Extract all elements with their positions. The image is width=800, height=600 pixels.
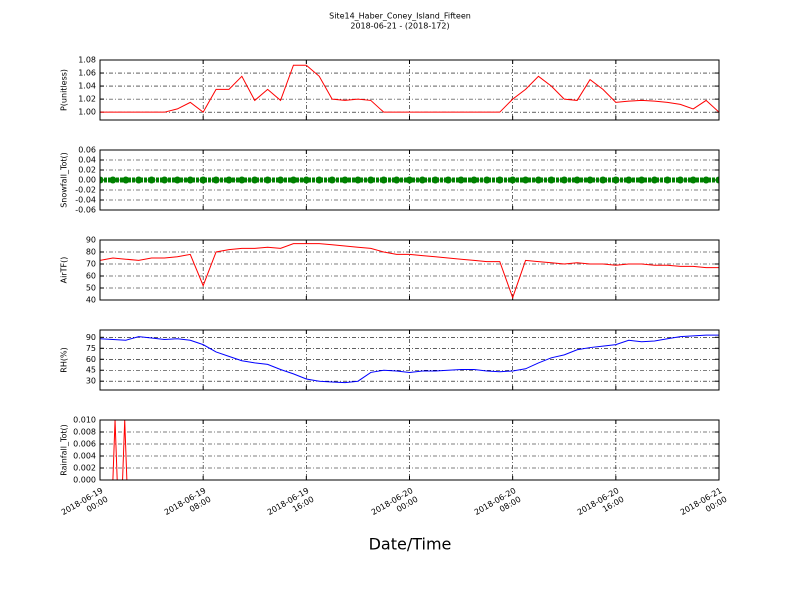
axes-frame xyxy=(99,59,720,121)
y-tick-label: 0.002 xyxy=(73,464,96,473)
x-axis-label: Date/Time xyxy=(369,535,452,554)
y-tick-label: 90 xyxy=(86,236,96,245)
plot-area xyxy=(100,176,719,184)
y-tick-label: 0.008 xyxy=(73,428,96,437)
panel: 0.000 0.002 0.004 0.006 0.008 0.010 Rainfall_T… xyxy=(60,416,720,485)
y-axis-label: Snowfall_Tot() xyxy=(60,152,69,208)
y-tick-label: 0.010 xyxy=(73,416,96,425)
y-tick-label: 60 xyxy=(86,272,96,281)
y-tick-label: 80 xyxy=(86,248,96,257)
y-tick-label: 1.06 xyxy=(78,69,96,78)
y-tick-label: 0.06 xyxy=(78,146,96,155)
y-tick-label: 45 xyxy=(86,366,96,375)
y-tick-label: 1.02 xyxy=(78,95,96,104)
panel: 1.00 1.02 1.04 1.06 1.08 P(unitless) xyxy=(60,56,720,121)
y-tick-label: 1.08 xyxy=(78,56,96,65)
y-tick-label: 60 xyxy=(86,355,96,364)
data-line xyxy=(100,334,719,384)
panel: 30 45 60 75 90 RH(%) xyxy=(60,329,720,391)
title: Site14_Haber_Coney_Island_Fifteen xyxy=(329,12,471,21)
axes-frame xyxy=(99,419,720,481)
y-tick-label: 0.00 xyxy=(78,176,96,185)
y-tick-label: 40 xyxy=(86,296,96,305)
y-axis-label: RH(%) xyxy=(60,347,69,372)
plot-area xyxy=(100,243,719,300)
plot-area xyxy=(100,64,719,113)
y-tick-label: 0.04 xyxy=(78,156,96,165)
y-tick-label: 0.02 xyxy=(78,166,96,175)
y-tick-label: -0.02 xyxy=(75,186,96,195)
plot-area xyxy=(100,334,719,384)
axes-frame xyxy=(99,329,720,391)
y-tick-label: 1.04 xyxy=(78,82,96,91)
panel: -0.06-0.04-0.020.000.020.040.06 Snowfall_… xyxy=(60,146,720,215)
y-tick-label: 0.000 xyxy=(73,476,96,485)
y-tick-label: 75 xyxy=(86,344,96,353)
y-axis-label: P(unitless) xyxy=(60,69,69,111)
axes-frame xyxy=(99,239,720,301)
panel: 40 50 60 70 80 90 AirTF() xyxy=(60,236,720,305)
y-tick-label: 70 xyxy=(86,260,96,269)
y-tick-label: 30 xyxy=(86,377,96,386)
y-tick-label: 50 xyxy=(86,284,96,293)
y-tick-label: 90 xyxy=(86,333,96,342)
y-tick-label: 0.004 xyxy=(73,452,96,461)
data-line xyxy=(100,64,719,113)
y-tick-label: -0.04 xyxy=(75,196,96,205)
y-tick-label: 1.00 xyxy=(78,108,96,117)
y-tick-label: 0.006 xyxy=(73,440,96,449)
subtitle: 2018-06-21 - (2018-172) xyxy=(350,22,449,31)
axes-frame xyxy=(99,149,720,211)
y-axis-label: Rainfall_Tot() xyxy=(60,424,69,476)
y-axis-label: AirTF() xyxy=(60,257,69,284)
data-line xyxy=(100,243,719,300)
y-tick-label: -0.06 xyxy=(75,206,96,215)
